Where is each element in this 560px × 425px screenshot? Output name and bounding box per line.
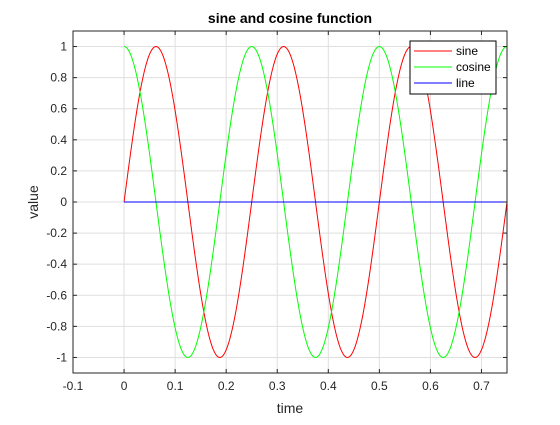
x-tick-label: 0.2 [218, 379, 235, 393]
y-tick-label: -0.4 [46, 257, 67, 271]
y-tick-label: 0.8 [50, 71, 67, 85]
tick-labels: -0.1 0 0.1 0.2 0.3 0.4 0.5 0.6 0.7 -1 -0.8 -0.6 -0.4… [46, 40, 490, 393]
legend: sine cosine line [409, 40, 497, 95]
y-tick-label: 0.4 [50, 133, 67, 147]
legend-sine-label: sine [456, 44, 478, 58]
x-axis-title: time [277, 400, 304, 416]
legend-line-label: line [456, 76, 475, 90]
y-axis-title: value [25, 185, 41, 219]
y-tick-label: -0.2 [46, 226, 67, 240]
legend-cosine-label: cosine [456, 60, 491, 74]
x-tick-label: 0.4 [320, 379, 337, 393]
x-tick-label: 0.6 [422, 379, 439, 393]
x-tick-label: 0.5 [371, 379, 388, 393]
x-tick-label: 0.7 [473, 379, 490, 393]
x-tick-label: 0.1 [167, 379, 184, 393]
cosine-series-line [124, 46, 508, 358]
y-tick-label: 1 [60, 40, 67, 54]
y-tick-label: 0 [60, 195, 67, 209]
y-tick-label: -0.8 [46, 319, 67, 333]
series-layer [123, 46, 508, 358]
tick-marks [72, 31, 507, 373]
x-tick-label: 0.3 [269, 379, 286, 393]
y-tick-label: 0.2 [50, 164, 67, 178]
chart-title: sine and cosine function [208, 10, 372, 26]
y-tick-label: -0.6 [46, 288, 67, 302]
x-tick-label: -0.1 [63, 379, 84, 393]
x-tick-label: 0 [121, 379, 128, 393]
y-tick-label: -1 [56, 350, 67, 364]
y-tick-label: 0.6 [50, 102, 67, 116]
